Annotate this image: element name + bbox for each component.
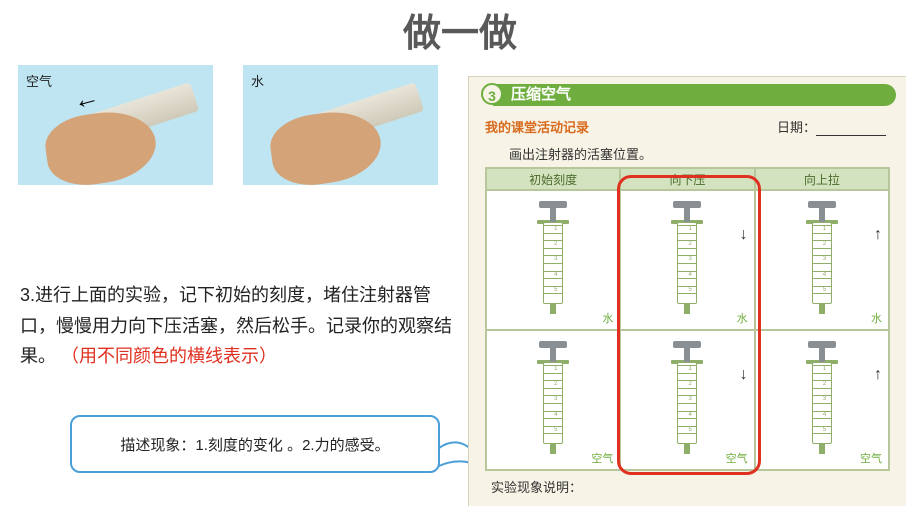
worksheet-subhead: 我的课堂活动记录 日期： (479, 113, 896, 138)
cell-row-label: 水 (737, 310, 748, 326)
cell-water-initial: 12345 水 (486, 190, 620, 330)
photo-air: 空气 ← (18, 65, 213, 185)
worksheet-panel: 3 压缩空气 我的课堂活动记录 日期： 画出注射器的活塞位置。 初始刻度 向下压… (468, 76, 906, 506)
worksheet-subhead-left: 我的课堂活动记录 (485, 117, 589, 136)
instruction-text: 3.进行上面的实验，记下初始的刻度，堵住注射器管口，慢慢用力向下压活塞，然后松手… (20, 280, 460, 372)
date-line[interactable] (816, 135, 886, 136)
photo-air-label: 空气 (26, 71, 52, 90)
cell-air-down: 12345 ↓ 空气 (620, 330, 754, 470)
cell-row-label: 空气 (591, 450, 613, 466)
cell-row-label: 空气 (860, 450, 882, 466)
cell-row-label: 水 (871, 310, 882, 326)
syringe-icon: 12345 (535, 201, 571, 319)
arrow-down-icon: ↓ (740, 226, 748, 244)
arrow-up-icon: ↑ (874, 226, 882, 244)
cell-air-up: 12345 ↑ 空气 (755, 330, 889, 470)
photo-water-label: 水 (251, 71, 264, 90)
cell-row-label: 空气 (726, 450, 748, 466)
callout-text: 描述现象：1.刻度的变化 。2.力的感受。 (120, 434, 389, 455)
arrow-up-icon: ↑ (874, 366, 882, 384)
arrow-down-icon: ↓ (740, 366, 748, 384)
col-head-2: 向上拉 (755, 168, 889, 190)
col-head-1: 向下压 (620, 168, 754, 190)
syringe-icon: 12345 (804, 341, 840, 459)
instruction-red: （用不同颜色的横线表示） (61, 346, 277, 366)
cell-air-initial: 12345 空气 (486, 330, 620, 470)
worksheet-number: 3 (481, 83, 503, 105)
col-head-0: 初始刻度 (486, 168, 620, 190)
callout-bubble: 描述现象：1.刻度的变化 。2.力的感受。 (70, 415, 440, 473)
photo-water: 水 (243, 65, 438, 185)
worksheet-date: 日期： (777, 117, 886, 136)
worksheet-grid: 初始刻度 向下压 向上拉 12345 水 12345 ↓ 水 12345 ↑ 水… (485, 167, 890, 471)
cell-water-up: 12345 ↑ 水 (755, 190, 889, 330)
syringe-icon: 12345 (669, 341, 705, 459)
syringe-icon: 12345 (535, 341, 571, 459)
worksheet-caption: 画出注射器的活塞位置。 (479, 138, 896, 167)
date-label: 日期： (777, 120, 816, 135)
photo-arrow: ← (69, 80, 102, 117)
worksheet-bottom-label: 实验现象说明： (479, 471, 896, 496)
worksheet-title: 压缩空气 (493, 84, 896, 106)
syringe-icon: 12345 (804, 201, 840, 319)
page-title: 做一做 (0, 0, 920, 57)
cell-row-label: 水 (602, 310, 613, 326)
cell-water-down: 12345 ↓ 水 (620, 190, 754, 330)
syringe-icon: 12345 (669, 201, 705, 319)
worksheet-header: 3 压缩空气 (479, 83, 896, 109)
